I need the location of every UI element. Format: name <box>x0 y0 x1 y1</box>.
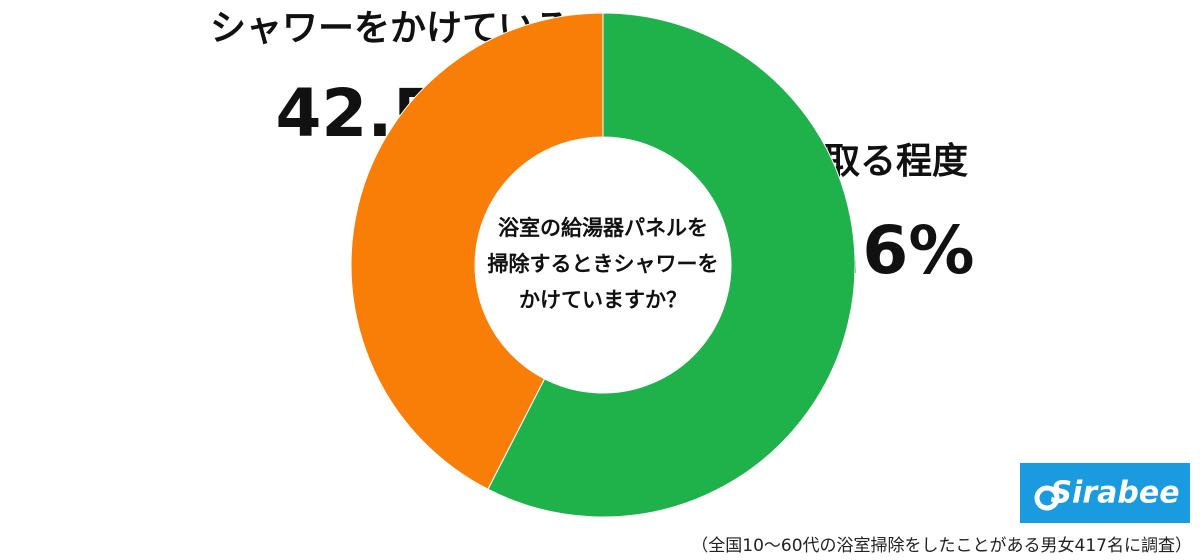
center-text: 浴室の給湯器パネルを <box>498 216 708 240</box>
logo-text: Sirabee <box>1050 476 1179 511</box>
logo: Sirabee <box>1020 463 1190 523</box>
center-text: 掃除するときシャワーを <box>488 252 719 276</box>
logo-box <box>1020 463 1190 523</box>
center-text: かけていますか？ <box>519 288 687 312</box>
slice <box>350 12 604 490</box>
logo-icon <box>1034 485 1060 511</box>
slice <box>487 12 856 518</box>
footnote: （全国10～60代の浴室掃除をしたことがある男女417名に調査） <box>691 536 1192 556</box>
